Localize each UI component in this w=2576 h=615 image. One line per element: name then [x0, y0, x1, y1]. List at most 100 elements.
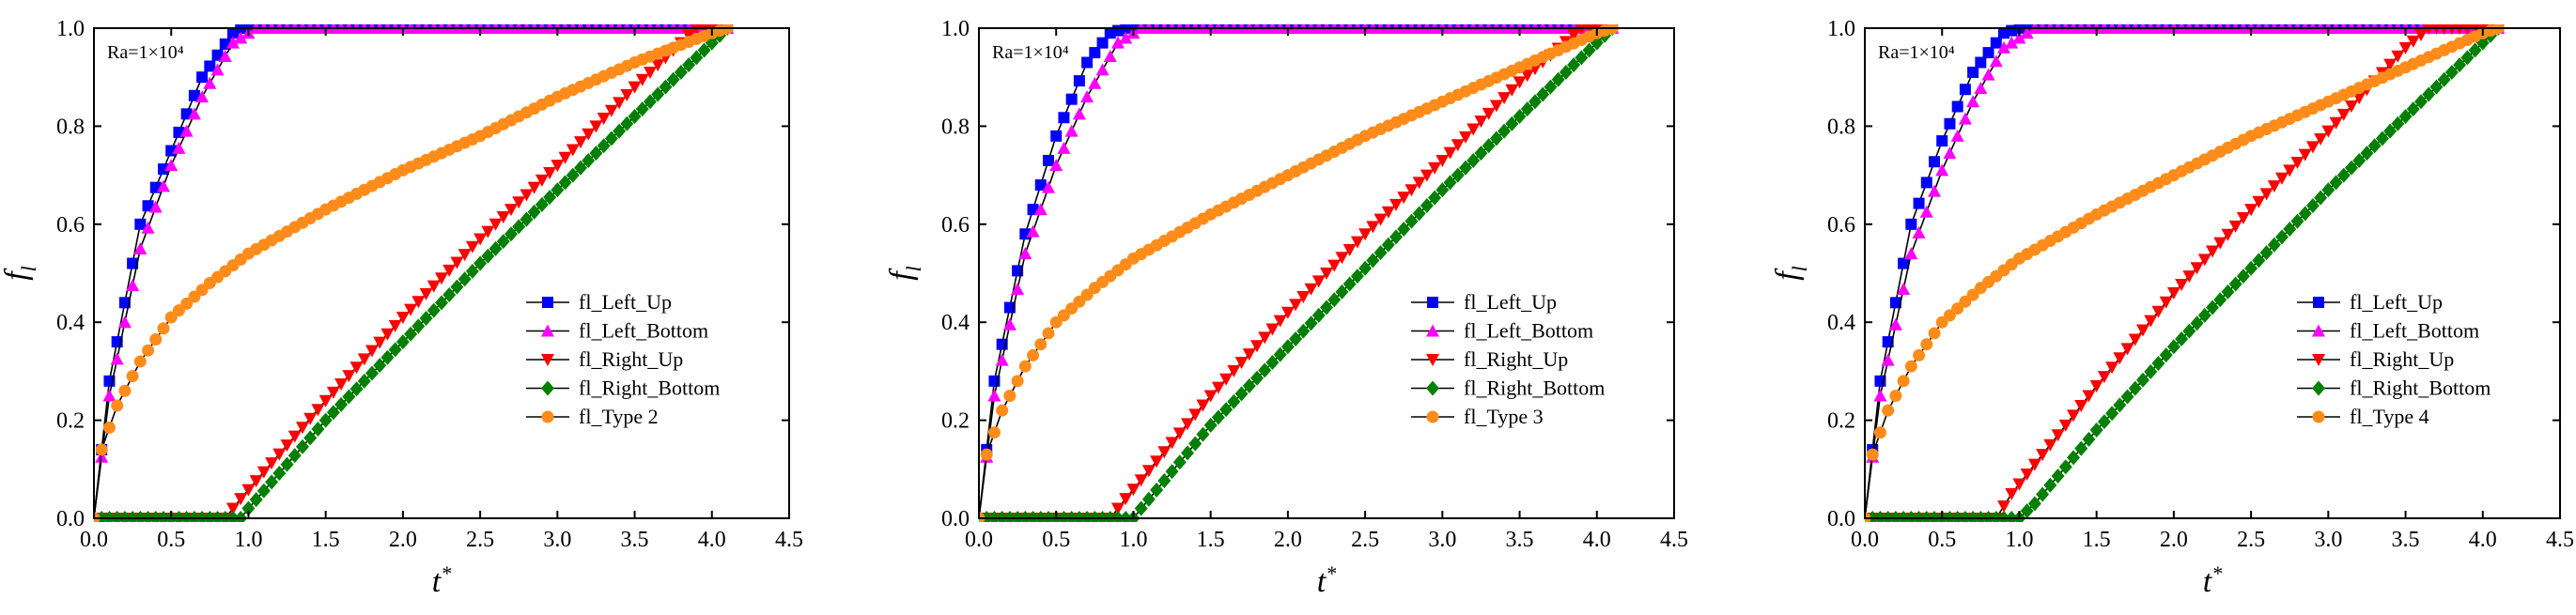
- data-point: [496, 234, 510, 250]
- data-point: [489, 240, 503, 256]
- data-point: [142, 344, 155, 357]
- data-point: [2128, 380, 2142, 396]
- data-point: [1489, 100, 1503, 113]
- data-point: [349, 381, 364, 397]
- data-point: [1520, 101, 1534, 117]
- data-point: [2398, 41, 2413, 54]
- data-point: [2074, 440, 2088, 456]
- data-point: [1497, 123, 1512, 139]
- data-point: [2027, 458, 2041, 471]
- data-point: [2283, 164, 2297, 177]
- data-point: [551, 160, 565, 173]
- data-point: [2113, 352, 2127, 365]
- series-fl_Right_Bottom: [1865, 24, 2506, 522]
- data-point: [458, 271, 472, 287]
- data-point: [2221, 284, 2235, 300]
- x-tick-label: 1.0: [2005, 528, 2033, 552]
- data-point: [558, 175, 572, 191]
- data-point: [2267, 180, 2281, 193]
- data-point: [2314, 190, 2328, 206]
- legend-label: fl_Type 3: [1464, 405, 1544, 428]
- data-point: [296, 438, 309, 454]
- data-point: [1320, 268, 1333, 280]
- data-point: [2136, 372, 2149, 388]
- data-point: [1242, 378, 1256, 394]
- data-point: [1134, 474, 1148, 487]
- data-point: [465, 263, 479, 279]
- x-tick-label: 4.0: [698, 528, 726, 552]
- data-point: [1335, 252, 1349, 265]
- data-point: [1358, 260, 1373, 276]
- data-point: [1150, 482, 1164, 498]
- data-point: [172, 141, 186, 154]
- data-point: [187, 107, 201, 120]
- data-point: [1905, 218, 1917, 230]
- data-point: [1575, 50, 1589, 66]
- legend: fl_Left_Up fl_Left_Bottom fl_Right_Up fl_Ri…: [1411, 290, 1605, 428]
- axes-frame: [978, 27, 1675, 519]
- data-point: [287, 448, 302, 464]
- data-point: [2290, 157, 2304, 170]
- data-point: [2136, 324, 2149, 337]
- data-point: [1536, 86, 1550, 102]
- data-point: [1211, 381, 1225, 394]
- data-point: [2321, 182, 2335, 198]
- data-point: [2089, 380, 2103, 393]
- data-point: [597, 113, 611, 126]
- legend-label: fl_Right_Bottom: [579, 377, 720, 400]
- data-point: [149, 332, 163, 346]
- data-point: [651, 86, 665, 102]
- legend-marker: [2312, 324, 2325, 337]
- data-point: [721, 24, 734, 35]
- data-point: [204, 60, 216, 72]
- y-tick-label: 0.6: [941, 213, 970, 238]
- data-point: [2166, 339, 2180, 355]
- data-point: [682, 57, 696, 73]
- data-point: [2298, 148, 2312, 161]
- data-point: [157, 179, 170, 192]
- data-point: [1172, 427, 1187, 440]
- legend-label: fl_Left_Bottom: [2350, 319, 2479, 343]
- data-point: [527, 204, 541, 220]
- data-point: [1134, 500, 1148, 516]
- data-point: [2082, 431, 2096, 447]
- data-point: [196, 71, 209, 84]
- legend-label: fl_Right_Up: [1464, 347, 1568, 371]
- data-point: [2491, 24, 2505, 35]
- y-tick-label: 0.8: [941, 115, 970, 139]
- data-point: [1065, 93, 1078, 105]
- data-point: [1327, 292, 1342, 308]
- data-point: [1513, 108, 1527, 124]
- data-point: [334, 377, 349, 391]
- data-point: [1003, 390, 1016, 402]
- data-point: [1141, 465, 1156, 478]
- data-point: [2375, 131, 2389, 146]
- legend-label: fl_Right_Bottom: [2350, 377, 2491, 400]
- data-point: [1250, 340, 1264, 353]
- data-point: [1420, 169, 1434, 182]
- data-point: [357, 373, 371, 389]
- legend-item: fl_Left_Bottom: [2297, 319, 2479, 343]
- data-point: [419, 311, 433, 327]
- data-point: [2221, 228, 2235, 241]
- data-point: [2398, 108, 2413, 124]
- data-point: [535, 196, 549, 212]
- x-tick-label: 1.5: [2083, 528, 2111, 552]
- data-point: [2043, 438, 2057, 452]
- data-point: [2444, 64, 2459, 80]
- data-point: [1513, 76, 1527, 89]
- data-point: [396, 311, 410, 324]
- data-point: [1196, 399, 1210, 412]
- data-point: [2120, 389, 2134, 405]
- legend: fl_Left_Up fl_Left_Bottom fl_Right_Up fl_Ri…: [2297, 290, 2491, 428]
- x-tick-label: 3.5: [2392, 528, 2420, 552]
- x-tick-label: 4.0: [2469, 528, 2497, 552]
- data-point: [1043, 154, 1054, 166]
- data-point: [1551, 71, 1565, 87]
- data-point: [1435, 182, 1450, 198]
- annotation: Ra=1×10⁴: [1878, 42, 1955, 63]
- data-point: [543, 166, 557, 179]
- data-point: [1011, 375, 1024, 388]
- data-point: [2345, 100, 2358, 113]
- data-point: [1034, 179, 1047, 192]
